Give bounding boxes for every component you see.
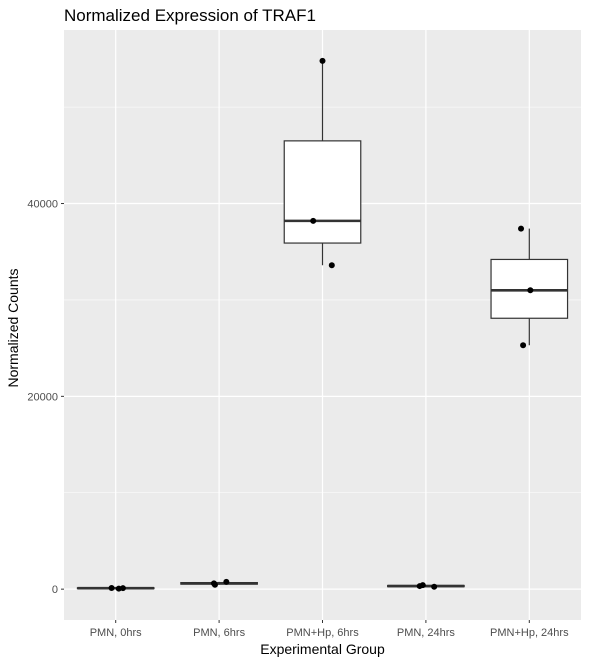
data-point [518, 225, 525, 232]
y-axis-ticks: 0 20000 40000 [27, 199, 64, 596]
data-point [310, 217, 317, 224]
x-tick-label: PMN+Hp, 6hrs [286, 627, 359, 639]
x-tick-label: PMN+Hp, 24hrs [490, 627, 569, 639]
x-axis-ticks: PMN, 0hrs PMN, 6hrs PMN+Hp, 6hrs PMN, 24hrs… [90, 620, 569, 639]
data-point [527, 287, 534, 294]
x-tick-label: PMN, 0hrs [90, 627, 142, 639]
data-points [108, 57, 534, 592]
y-tick-label: 40000 [27, 199, 58, 211]
data-point [211, 581, 218, 588]
y-axis-title: Normalized Counts [5, 268, 21, 387]
data-point [431, 583, 438, 590]
data-point [419, 582, 426, 589]
x-tick-label: PMN, 24hrs [397, 627, 456, 639]
y-tick-label: 0 [52, 584, 58, 596]
box [283, 140, 362, 244]
data-point [328, 262, 335, 269]
y-tick-label: 20000 [27, 391, 58, 403]
chart-title: Normalized Expression of TRAF1 [64, 6, 316, 25]
data-point [520, 342, 527, 349]
x-axis-title: Experimental Group [260, 641, 385, 657]
data-point [223, 578, 230, 585]
data-point [108, 584, 115, 591]
data-point [319, 57, 326, 64]
x-tick-label: PMN, 6hrs [193, 627, 245, 639]
data-point [119, 585, 126, 592]
